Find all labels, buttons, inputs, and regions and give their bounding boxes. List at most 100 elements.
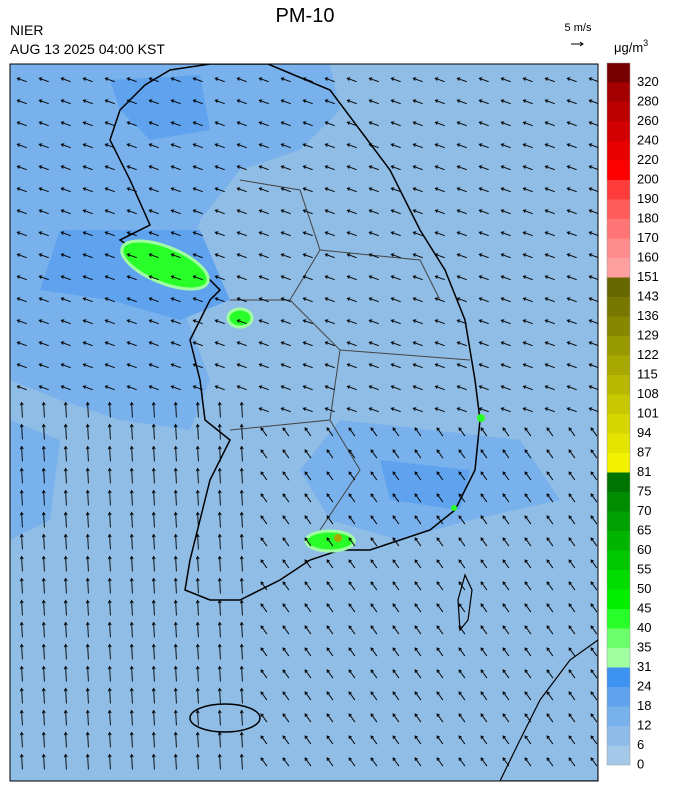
wind-arrow — [173, 665, 178, 682]
wind-arrow — [129, 467, 134, 484]
wind-arrow — [324, 187, 335, 193]
wind-arrow — [522, 297, 533, 303]
wind-arrow — [370, 691, 378, 701]
wind-arrow — [195, 423, 200, 440]
wind-arrow — [524, 515, 532, 525]
colorbar-segment — [607, 648, 630, 668]
wind-arrow — [434, 341, 445, 347]
wind-arrow — [260, 669, 268, 679]
wind-arrow — [566, 77, 577, 83]
wind-arrow — [522, 385, 533, 391]
wind-arrow — [82, 231, 93, 237]
wind-arrow — [588, 231, 598, 236]
wind-arrow — [566, 407, 577, 413]
colorbar-segment — [607, 355, 630, 375]
colorbar-label: 190 — [637, 191, 659, 206]
wind-arrow — [217, 401, 222, 418]
wind-arrow — [195, 511, 200, 528]
wind-arrow — [458, 691, 466, 701]
wind-arrow — [566, 187, 577, 193]
wind-arrow — [260, 625, 268, 635]
wind-arrow — [502, 669, 510, 679]
wind-arrow — [414, 493, 422, 503]
wind-arrow — [126, 143, 137, 149]
wind-arrow — [148, 209, 159, 215]
wind-arrow — [38, 297, 49, 303]
colorbar-label: 31 — [637, 659, 651, 674]
wind-arrow — [434, 231, 445, 237]
wind-arrow — [590, 493, 598, 503]
wind-arrow — [104, 385, 115, 391]
wind-arrow — [126, 253, 137, 259]
wind-arrow — [390, 253, 401, 259]
wind-arrow — [38, 253, 49, 259]
wind-arrow — [129, 511, 134, 528]
wind-arrow — [348, 735, 356, 745]
wind-arrow — [546, 471, 554, 481]
wind-arrow — [170, 253, 181, 259]
wind-arrow — [478, 407, 489, 413]
wind-arrow — [522, 275, 533, 281]
wind-arrow — [544, 275, 555, 281]
map — [10, 64, 598, 781]
wind-arrow — [19, 401, 24, 418]
wind-arrow — [85, 555, 90, 572]
wind-arrow — [214, 363, 225, 369]
colorbar-label: 320 — [637, 74, 659, 89]
wind-arrow — [370, 449, 378, 459]
wind-arrow — [478, 385, 489, 391]
wind-arrow — [348, 537, 356, 547]
wind-arrow — [478, 165, 489, 171]
wind-arrow — [16, 77, 27, 83]
wind-arrow — [590, 603, 598, 613]
wind-arrow — [151, 401, 156, 418]
wind-arrow — [258, 407, 269, 413]
wind-arrow — [129, 533, 134, 550]
wind-arrow — [502, 493, 510, 503]
colorbar-label: 101 — [637, 405, 659, 420]
wind-arrow — [217, 731, 222, 748]
wind-arrow — [217, 467, 222, 484]
wind-arrow — [239, 643, 244, 660]
wind-arrow — [195, 467, 200, 484]
wind-arrow — [434, 319, 445, 325]
colorbar-label: 94 — [637, 425, 651, 440]
wind-arrow — [302, 209, 313, 215]
wind-arrow — [192, 99, 203, 105]
wind-arrow — [214, 275, 225, 281]
wind-arrow — [522, 209, 533, 215]
wind-arrow — [60, 231, 71, 237]
wind-arrow — [302, 363, 313, 369]
wind-arrow — [173, 401, 178, 418]
wind-arrow — [456, 209, 467, 215]
wind-arrow — [19, 665, 24, 682]
wind-arrow — [82, 275, 93, 281]
wind-arrow — [38, 77, 49, 83]
wind-arrow — [390, 297, 401, 303]
wind-arrow — [38, 231, 49, 237]
colorbar-segment — [607, 180, 630, 200]
wind-arrow — [588, 209, 598, 214]
wind-arrow — [568, 757, 576, 767]
wind-arrow — [107, 423, 112, 440]
timestamp: AUG 13 2025 04:00 KST — [10, 41, 165, 57]
wind-arrow — [260, 647, 268, 657]
colorbar-segment — [607, 82, 630, 102]
wind-arrow — [568, 713, 576, 723]
wind-arrow — [214, 209, 225, 215]
wind-arrow — [239, 555, 244, 572]
wind-arrow — [412, 319, 423, 325]
colorbar-segment — [607, 199, 630, 219]
wind-arrow — [282, 515, 290, 525]
wind-arrow — [456, 77, 467, 83]
wind-arrow — [348, 647, 356, 657]
wind-arrow — [129, 445, 134, 462]
wind-arrow — [63, 511, 68, 528]
wind-arrow — [63, 709, 68, 726]
wind-arrow — [19, 423, 24, 440]
wind-arrow — [566, 385, 577, 391]
wind-arrow — [326, 713, 334, 723]
wind-arrow — [458, 713, 466, 723]
wind-arrow — [480, 537, 488, 547]
wind-arrow — [107, 643, 112, 660]
